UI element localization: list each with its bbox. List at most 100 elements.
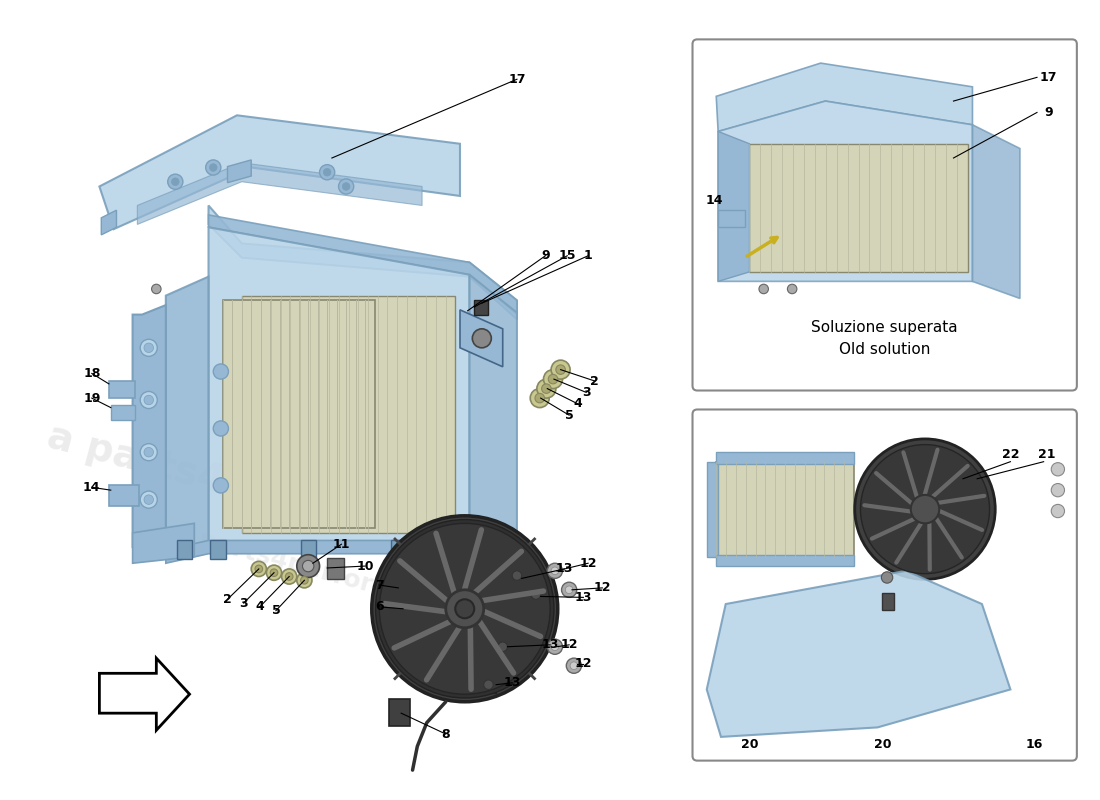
Polygon shape: [470, 274, 517, 552]
Bar: [109, 381, 135, 398]
Bar: [443, 541, 458, 559]
Circle shape: [300, 577, 308, 584]
Circle shape: [152, 284, 161, 294]
Circle shape: [446, 590, 484, 628]
Circle shape: [566, 658, 582, 674]
Text: 13: 13: [574, 591, 592, 604]
Circle shape: [375, 519, 554, 698]
Text: 5: 5: [272, 604, 280, 617]
Circle shape: [323, 169, 331, 176]
Text: 1: 1: [584, 250, 593, 262]
Bar: [496, 638, 510, 655]
Circle shape: [206, 160, 221, 175]
Circle shape: [881, 572, 893, 583]
Text: 12: 12: [580, 557, 597, 570]
Circle shape: [562, 582, 576, 598]
Circle shape: [266, 565, 282, 580]
Polygon shape: [718, 131, 749, 282]
Circle shape: [140, 339, 157, 356]
Text: 3: 3: [240, 597, 248, 610]
Circle shape: [271, 569, 278, 577]
Text: 13: 13: [556, 562, 573, 575]
Bar: [210, 541, 225, 559]
Circle shape: [551, 643, 559, 650]
Circle shape: [144, 395, 154, 405]
Circle shape: [140, 491, 157, 508]
Polygon shape: [133, 523, 195, 563]
Circle shape: [342, 182, 350, 190]
Bar: [390, 541, 406, 559]
Circle shape: [513, 571, 521, 580]
Circle shape: [535, 394, 544, 403]
Circle shape: [213, 421, 229, 436]
Circle shape: [213, 364, 229, 379]
Bar: [388, 699, 409, 726]
Text: 2: 2: [591, 374, 600, 387]
Bar: [327, 558, 344, 579]
Circle shape: [172, 178, 179, 186]
Circle shape: [472, 329, 492, 348]
Circle shape: [297, 573, 312, 588]
Bar: [529, 586, 543, 603]
Text: 4: 4: [573, 398, 582, 410]
Circle shape: [537, 379, 556, 398]
Circle shape: [543, 370, 562, 389]
Bar: [482, 676, 496, 694]
Circle shape: [531, 590, 541, 599]
Bar: [749, 144, 968, 272]
Circle shape: [860, 445, 990, 574]
Text: 5: 5: [564, 409, 573, 422]
Circle shape: [285, 573, 293, 580]
Text: a parts4performance: a parts4performance: [170, 521, 464, 621]
Circle shape: [297, 554, 320, 578]
Text: 22: 22: [1002, 447, 1020, 461]
Text: 16: 16: [1025, 738, 1043, 751]
Text: 15: 15: [559, 250, 576, 262]
Circle shape: [484, 680, 493, 690]
Text: a parts4performance: a parts4performance: [43, 417, 498, 573]
Text: 12: 12: [594, 582, 612, 594]
Circle shape: [548, 563, 562, 578]
Circle shape: [455, 599, 474, 618]
FancyBboxPatch shape: [693, 410, 1077, 761]
Text: 8: 8: [441, 727, 450, 741]
Circle shape: [530, 389, 549, 407]
Circle shape: [379, 523, 550, 694]
Text: 4: 4: [255, 600, 264, 614]
Text: 13: 13: [541, 638, 559, 651]
Bar: [111, 405, 135, 420]
Circle shape: [788, 284, 796, 294]
Text: 11: 11: [332, 538, 350, 550]
Circle shape: [556, 365, 565, 374]
Text: 20: 20: [740, 738, 758, 751]
Circle shape: [1052, 462, 1065, 476]
Text: 6: 6: [375, 600, 384, 614]
Text: 20: 20: [873, 738, 891, 751]
Bar: [882, 593, 893, 610]
Circle shape: [167, 174, 183, 190]
Bar: [706, 462, 718, 557]
Circle shape: [498, 642, 507, 651]
Text: 18: 18: [84, 367, 100, 380]
Circle shape: [213, 478, 229, 493]
Polygon shape: [706, 571, 1011, 737]
Circle shape: [251, 562, 266, 577]
Circle shape: [372, 516, 558, 702]
Text: 17: 17: [1040, 71, 1057, 84]
Circle shape: [282, 569, 297, 584]
Text: 9: 9: [1044, 106, 1053, 119]
Circle shape: [548, 639, 562, 654]
Circle shape: [255, 565, 263, 573]
Circle shape: [140, 444, 157, 461]
Bar: [109, 486, 140, 506]
Polygon shape: [209, 215, 517, 314]
Polygon shape: [99, 115, 460, 229]
Circle shape: [911, 495, 939, 523]
Circle shape: [144, 495, 154, 504]
Circle shape: [759, 284, 769, 294]
Text: 9: 9: [541, 250, 550, 262]
Bar: [716, 462, 854, 557]
Text: 19: 19: [84, 392, 100, 405]
Polygon shape: [716, 63, 972, 131]
Circle shape: [339, 179, 354, 194]
